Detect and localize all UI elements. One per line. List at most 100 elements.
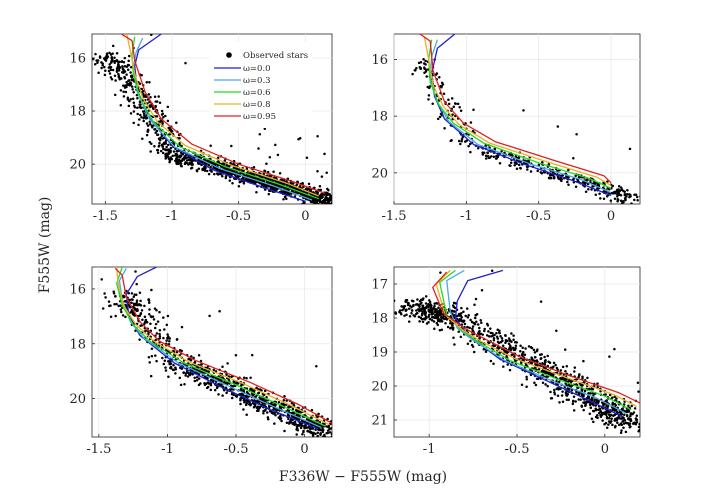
- observed-star: [174, 367, 178, 371]
- observed-star: [623, 418, 627, 422]
- observed-star: [483, 329, 486, 333]
- observed-star: [588, 403, 592, 407]
- observed-star: [572, 157, 575, 160]
- x-tick-label: -1.5: [381, 209, 406, 224]
- observed-star: [328, 198, 332, 201]
- observed-star: [427, 94, 431, 97]
- observed-star: [125, 65, 129, 69]
- observed-star: [358, 178, 361, 181]
- observed-star: [287, 405, 290, 409]
- observed-star: [114, 314, 117, 318]
- observed-star: [456, 102, 460, 106]
- y-tick-label: 18: [371, 110, 388, 125]
- observed-star: [520, 353, 524, 356]
- observed-star: [316, 431, 320, 434]
- observed-star: [481, 333, 484, 336]
- observed-star: [437, 249, 440, 252]
- x-tick-label: -0.5: [223, 442, 248, 457]
- observed-star: [444, 317, 448, 320]
- observed-star: [319, 432, 322, 435]
- observed-star: [221, 166, 224, 169]
- observed-star: [140, 87, 144, 91]
- observed-star: [569, 380, 573, 384]
- observed-star: [327, 189, 330, 192]
- observed-star: [350, 435, 353, 438]
- observed-star: [419, 60, 423, 64]
- observed-star: [447, 102, 451, 106]
- observed-star: [150, 34, 153, 36]
- observed-star: [512, 334, 515, 337]
- observed-star: [555, 387, 559, 390]
- observed-star: [468, 142, 472, 146]
- observed-star: [122, 61, 126, 64]
- observed-star: [405, 308, 408, 312]
- observed-star: [469, 150, 472, 154]
- observed-star: [133, 302, 137, 306]
- observed-star: [251, 402, 255, 405]
- observed-star: [530, 361, 534, 365]
- observed-star: [559, 387, 562, 391]
- observed-star: [602, 404, 605, 407]
- observed-star: [154, 322, 158, 326]
- observed-star: [133, 104, 136, 107]
- observed-star: [245, 376, 248, 380]
- observed-star: [517, 163, 521, 167]
- observed-star: [166, 337, 170, 340]
- observed-star: [563, 348, 567, 351]
- observed-star: [156, 133, 159, 137]
- x-tick-label: 0: [607, 209, 615, 224]
- observed-star: [403, 314, 406, 317]
- observed-star: [622, 189, 625, 193]
- observed-star: [417, 61, 421, 65]
- observed-star: [137, 123, 140, 127]
- observed-star: [565, 398, 569, 401]
- observed-star: [223, 159, 227, 162]
- observed-star: [109, 61, 113, 64]
- observed-star: [633, 193, 636, 197]
- observed-star: [543, 363, 547, 366]
- observed-star: [469, 121, 473, 124]
- observed-star: [596, 382, 599, 385]
- observed-star: [593, 181, 596, 184]
- observed-star: [340, 205, 343, 208]
- observed-star: [418, 299, 422, 303]
- observed-star: [432, 320, 436, 323]
- observed-star: [414, 303, 418, 306]
- observed-star: [152, 318, 156, 321]
- observed-star: [149, 374, 153, 378]
- observed-star: [573, 370, 576, 373]
- observed-star: [326, 436, 329, 437]
- observed-star: [262, 411, 265, 415]
- observed-star: [117, 72, 120, 76]
- observed-star: [258, 132, 262, 136]
- observed-star: [442, 92, 446, 96]
- observed-star: [480, 288, 484, 292]
- observed-star: [558, 401, 561, 404]
- observed-star: [433, 310, 436, 313]
- observed-star: [460, 306, 463, 310]
- observed-star: [114, 295, 117, 298]
- observed-star: [480, 321, 483, 325]
- observed-star: [154, 354, 157, 357]
- observed-star: [175, 121, 178, 124]
- observed-star: [149, 315, 153, 318]
- legend-label-w0: ω=0.0: [243, 64, 271, 74]
- observed-star: [205, 169, 209, 173]
- observed-star: [264, 399, 267, 402]
- observed-star: [135, 299, 139, 302]
- observed-star: [96, 61, 99, 65]
- observed-star: [654, 422, 657, 425]
- observed-star: [138, 338, 141, 341]
- y-tick-label: 17: [371, 278, 388, 293]
- observed-star: [299, 422, 302, 425]
- observed-star: [440, 328, 444, 331]
- observed-star: [439, 310, 443, 313]
- observed-star: [615, 411, 619, 414]
- observed-star: [490, 155, 493, 158]
- observed-star: [158, 337, 162, 340]
- observed-star: [161, 151, 165, 155]
- observed-star: [624, 430, 628, 434]
- observed-star: [559, 377, 562, 380]
- observed-star: [545, 371, 548, 375]
- observed-star: [427, 313, 431, 317]
